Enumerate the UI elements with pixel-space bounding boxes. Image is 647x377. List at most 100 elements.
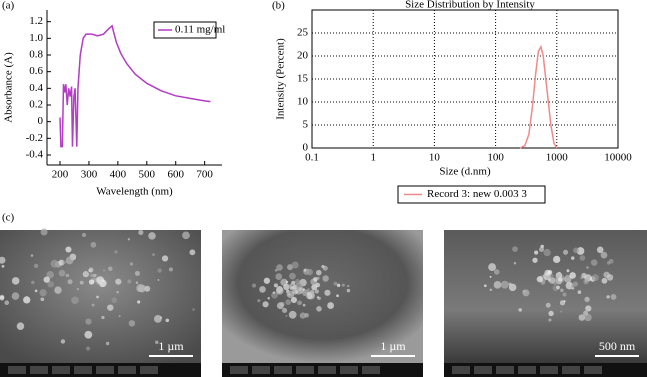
- particle: [307, 288, 310, 291]
- info-field: [318, 366, 336, 374]
- particle: [1, 264, 5, 268]
- y-tick-label: 0: [38, 115, 44, 127]
- info-field: [8, 366, 26, 374]
- scale-label: 1 µm: [158, 339, 184, 353]
- particle: [71, 296, 79, 305]
- particle: [341, 283, 345, 287]
- info-field: [362, 366, 380, 374]
- particle: [291, 261, 299, 269]
- particle: [493, 281, 502, 289]
- particle: [259, 286, 266, 293]
- particle: [585, 305, 592, 312]
- info-field: [540, 366, 558, 374]
- particle: [298, 287, 303, 292]
- particle: [591, 274, 599, 282]
- particle: [129, 262, 134, 266]
- particle: [148, 232, 156, 240]
- particle: [583, 310, 589, 316]
- particle: [136, 284, 145, 292]
- particle: [288, 293, 291, 296]
- particle: [508, 283, 517, 292]
- particle: [135, 281, 139, 284]
- x-tick-label: 0.1: [305, 152, 319, 164]
- legend-box: [397, 185, 546, 204]
- particle: [108, 266, 113, 271]
- x-tick-label: 100: [487, 152, 504, 164]
- particle: [85, 318, 92, 325]
- particle: [127, 279, 132, 284]
- y-tick-label: 0.6: [29, 65, 43, 77]
- particle: [513, 262, 517, 265]
- info-field: [118, 366, 136, 374]
- x-tick-label: 1: [370, 152, 376, 164]
- chart-title: Size Distribution by Intensity: [405, 0, 535, 11]
- particle: [563, 249, 569, 255]
- particle: [558, 277, 563, 282]
- particle: [573, 247, 579, 254]
- y-axis-label: Absorbance (A): [3, 52, 15, 123]
- particle: [54, 286, 62, 294]
- particle: [581, 272, 587, 279]
- particle: [63, 260, 66, 264]
- particle: [543, 272, 551, 281]
- info-field: [96, 366, 114, 374]
- particle: [111, 297, 118, 303]
- y-tick-label: 15: [297, 73, 309, 85]
- particle: [488, 263, 497, 272]
- particle: [565, 281, 574, 290]
- particle: [483, 284, 487, 288]
- particle: [518, 308, 522, 312]
- particle: [137, 300, 141, 304]
- sem-image: [222, 230, 423, 363]
- particle: [88, 269, 92, 273]
- info-field: [496, 366, 514, 374]
- particle: [85, 346, 91, 351]
- particle: [276, 302, 284, 310]
- particle: [566, 269, 570, 273]
- particle: [157, 268, 162, 273]
- particle: [336, 294, 339, 298]
- particle: [489, 288, 493, 292]
- particle: [538, 246, 545, 253]
- x-tick-label: 400: [110, 169, 127, 181]
- particle: [324, 289, 331, 296]
- particle: [316, 306, 322, 312]
- info-field: [74, 366, 92, 374]
- particle: [275, 286, 284, 295]
- particle: [67, 279, 73, 285]
- particle: [545, 302, 551, 308]
- particle: [578, 314, 586, 321]
- info-field: [518, 366, 536, 374]
- particle: [192, 308, 195, 311]
- particle: [290, 293, 294, 297]
- x-axis-label: Wavelength (nm): [96, 186, 173, 198]
- particle: [289, 283, 293, 287]
- particle: [610, 294, 617, 300]
- particle: [155, 340, 159, 344]
- legend-box: [153, 21, 217, 39]
- particle: [606, 261, 611, 265]
- particle: [577, 290, 582, 294]
- particle: [291, 280, 296, 285]
- legend-label: Record 3: new 0.003 3: [427, 188, 527, 200]
- info-field: [252, 366, 270, 374]
- particle: [336, 283, 341, 288]
- particle: [489, 275, 492, 278]
- y-tick-label: -0.4: [26, 149, 44, 161]
- particle: [601, 277, 608, 284]
- particle: [116, 290, 119, 294]
- particle: [302, 288, 306, 291]
- y-tick-label: 5: [303, 119, 309, 131]
- particle: [43, 276, 50, 283]
- particle: [571, 256, 575, 260]
- particle: [189, 249, 196, 256]
- particle: [606, 295, 610, 299]
- particle: [288, 310, 297, 319]
- particle: [107, 304, 114, 311]
- particle: [600, 251, 608, 259]
- y-tick-label: 0.4: [29, 82, 43, 94]
- particle: [93, 273, 97, 278]
- particle: [543, 248, 551, 257]
- particle: [165, 318, 170, 323]
- particle: [263, 277, 271, 284]
